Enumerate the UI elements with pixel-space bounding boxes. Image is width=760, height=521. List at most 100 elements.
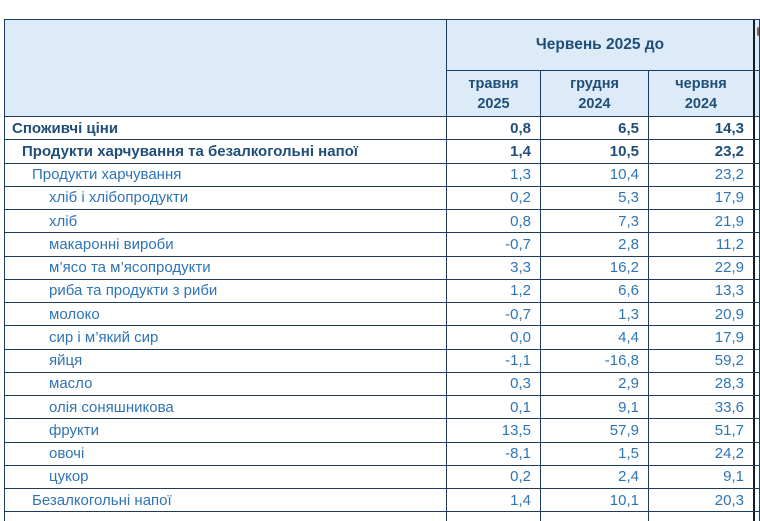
value-vs-may-2025: -0,7	[446, 233, 540, 256]
table-rows: Споживчі ціни 0,8 6,5 14,3 Продукти харч…	[5, 117, 759, 513]
table-row: овочі -8,1 1,5 24,2	[5, 442, 759, 466]
table-row: Продукти харчування та безалкогольні нап…	[5, 140, 759, 164]
value-vs-may-2025: -8,1	[446, 442, 540, 465]
row-label: сир і м’який сир	[49, 328, 159, 346]
table-row: яйця -1,1 -16,8 59,2	[5, 349, 759, 373]
value-vs-may-2025: 0,0	[446, 326, 540, 349]
value-vs-dec-2024: 4,4	[540, 326, 648, 349]
table-row: сир і м’який сир 0,0 4,4 17,9	[5, 326, 759, 350]
value-vs-may-2025: 1,4	[446, 489, 540, 512]
column-header-line1: травня	[468, 75, 519, 92]
table-row: м’ясо та м’ясопродукти 3,3 16,2 22,9	[5, 256, 759, 280]
value-vs-jun-2024: 24,2	[648, 442, 753, 465]
column-header-line2: 2025	[477, 95, 510, 112]
row-label: молоко	[49, 305, 100, 323]
cutoff-cell	[753, 279, 759, 302]
row-label: яйця	[49, 352, 83, 370]
value-vs-jun-2024: 21,9	[648, 210, 753, 233]
cutoff-text-fragment	[757, 27, 759, 36]
value-vs-dec-2024: 16,2	[540, 256, 648, 279]
column-header-line1: червня	[675, 75, 727, 92]
row-label: Продукти харчування та безалкогольні нап…	[22, 142, 359, 160]
value-vs-dec-2024: 2,4	[540, 465, 648, 488]
cutoff-cell	[753, 233, 759, 256]
value-vs-dec-2024: 2,9	[540, 372, 648, 395]
column-header-line1: грудня	[570, 75, 619, 92]
value-vs-may-2025: -0,7	[446, 303, 540, 326]
value-vs-may-2025: 1,2	[446, 279, 540, 302]
table-row: риба та продукти з риби 1,2 6,6 13,3	[5, 279, 759, 303]
value-vs-may-2025: 0,2	[446, 186, 540, 209]
table-row: масло 0,3 2,9 28,3	[5, 372, 759, 396]
cutoff-cell	[753, 210, 759, 233]
value-vs-jun-2024: 13,3	[648, 279, 753, 302]
value-vs-jun-2024: 22,9	[648, 256, 753, 279]
value-vs-dec-2024: 10,4	[540, 163, 648, 186]
value-vs-jun-2024: 17,9	[648, 186, 753, 209]
row-label: Продукти харчування	[32, 166, 182, 184]
value-vs-may-2025: 1,4	[446, 140, 540, 163]
value-vs-dec-2024: 1,3	[540, 303, 648, 326]
cutoff-cell	[753, 489, 759, 512]
table-row: молоко -0,7 1,3 20,9	[5, 303, 759, 327]
table-row: цукор 0,2 2,4 9,1	[5, 465, 759, 489]
value-vs-may-2025: 0,1	[446, 396, 540, 419]
value-vs-jun-2024: 23,2	[648, 140, 753, 163]
value-vs-may-2025: 13,5	[446, 419, 540, 442]
cutoff-cell	[753, 349, 759, 372]
value-vs-jun-2024: 28,3	[648, 372, 753, 395]
value-vs-may-2025: -1,1	[446, 349, 540, 372]
table-row: фрукти 13,5 57,9 51,7	[5, 419, 759, 443]
table-header: Червень 2025 до травня 2025 грудня 2024 …	[5, 20, 759, 117]
value-vs-jun-2024: 33,6	[648, 396, 753, 419]
value-vs-may-2025: 1,3	[446, 163, 540, 186]
cutoff-cell	[753, 465, 759, 488]
row-label: хліб і хлібопродукти	[49, 189, 189, 207]
row-label: фрукти	[49, 421, 99, 439]
value-vs-jun-2024: 23,2	[648, 163, 753, 186]
value-vs-dec-2024: 57,9	[540, 419, 648, 442]
table-row: Споживчі ціни 0,8 6,5 14,3	[5, 117, 759, 141]
value-vs-dec-2024: 10,5	[540, 140, 648, 163]
cutoff-cell	[753, 140, 759, 163]
column-header-line2: 2024	[684, 95, 718, 112]
cutoff-cell	[753, 186, 759, 209]
value-vs-dec-2024: 2,8	[540, 233, 648, 256]
row-label: цукор	[49, 468, 89, 486]
table-row: макаронні вироби -0,7 2,8 11,2	[5, 233, 759, 257]
cutoff-cell	[753, 326, 759, 349]
value-vs-jun-2024: 9,1	[648, 465, 753, 488]
table-row: олія соняшникова 0,1 9,1 33,6	[5, 396, 759, 420]
header-corner-cell	[5, 20, 446, 117]
cutoff-cell	[753, 442, 759, 465]
row-label: макаронні вироби	[49, 235, 174, 253]
cutoff-column-subheader	[753, 71, 759, 117]
column-header-may-2025: травня 2025	[446, 71, 540, 117]
value-vs-dec-2024: 10,1	[540, 489, 648, 512]
row-label: олія соняшникова	[49, 398, 174, 416]
value-vs-dec-2024: 6,5	[540, 117, 648, 140]
row-label: хліб	[49, 212, 78, 230]
table-row: Продукти харчування 1,3 10,4 23,2	[5, 163, 759, 187]
value-vs-jun-2024: 11,2	[648, 233, 753, 256]
row-label: м’ясо та м’ясопродукти	[49, 259, 211, 277]
cutoff-cell	[753, 419, 759, 442]
value-vs-may-2025: 3,3	[446, 256, 540, 279]
cutoff-column-header	[753, 20, 759, 71]
value-vs-may-2025: 0,8	[446, 117, 540, 140]
value-vs-dec-2024: 1,5	[540, 442, 648, 465]
consumer-prices-table: Червень 2025 до травня 2025 грудня 2024 …	[4, 19, 760, 521]
cutoff-cell	[753, 256, 759, 279]
table-row-cutoff	[5, 512, 759, 521]
cutoff-cell	[753, 372, 759, 395]
column-header-line2: 2024	[578, 95, 611, 112]
value-vs-may-2025: 0,2	[446, 465, 540, 488]
value-vs-dec-2024: -16,8	[540, 349, 648, 372]
row-label: овочі	[49, 445, 85, 463]
cutoff-cell	[753, 303, 759, 326]
value-vs-jun-2024: 14,3	[648, 117, 753, 140]
row-label: риба та продукти з риби	[49, 282, 218, 300]
cutoff-cell	[753, 396, 759, 419]
cutoff-cell	[753, 163, 759, 186]
cutoff-cell	[753, 117, 759, 140]
